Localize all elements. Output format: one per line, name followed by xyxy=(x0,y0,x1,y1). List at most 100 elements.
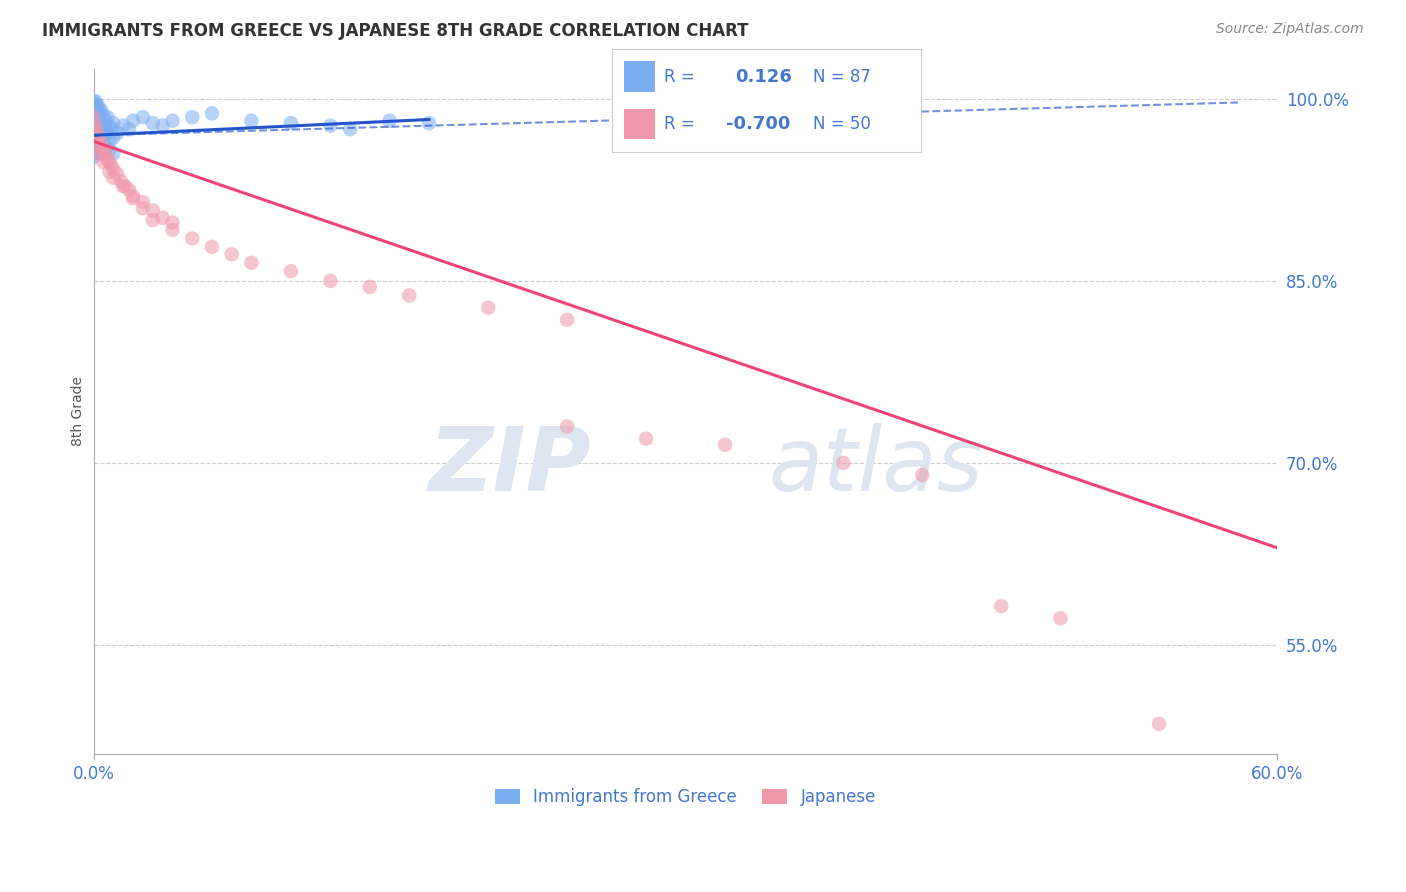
Point xyxy=(89,113,111,128)
Point xyxy=(118,122,141,136)
Point xyxy=(339,122,361,136)
Point xyxy=(110,174,132,188)
Point xyxy=(90,113,112,128)
Point xyxy=(98,143,121,157)
Point xyxy=(86,134,108,148)
Point xyxy=(90,103,112,118)
Point xyxy=(98,134,121,148)
Point xyxy=(714,438,737,452)
Point xyxy=(122,191,145,205)
Point xyxy=(90,138,112,153)
Point xyxy=(89,128,111,143)
Text: R =: R = xyxy=(664,68,695,86)
Point xyxy=(96,110,118,124)
Point xyxy=(319,119,342,133)
Point xyxy=(90,130,112,145)
Point xyxy=(86,140,108,154)
Point xyxy=(84,143,107,157)
Point xyxy=(132,194,155,209)
Point xyxy=(911,468,934,483)
Point xyxy=(86,122,108,136)
Point xyxy=(98,155,121,169)
Point xyxy=(83,143,105,157)
Point xyxy=(96,126,118,140)
Point xyxy=(86,146,108,161)
Point xyxy=(84,138,107,153)
Point xyxy=(240,256,263,270)
Point xyxy=(93,110,115,124)
Point xyxy=(93,119,115,133)
Point xyxy=(84,128,107,143)
Point xyxy=(122,189,145,203)
Point xyxy=(86,103,108,118)
Point xyxy=(83,122,105,136)
Text: ZIP: ZIP xyxy=(427,423,591,509)
Point xyxy=(89,102,111,116)
Point xyxy=(398,288,420,302)
Point xyxy=(93,143,115,157)
Point xyxy=(162,223,184,237)
Text: -0.700: -0.700 xyxy=(725,115,790,133)
Point xyxy=(83,140,105,154)
Point xyxy=(83,110,105,124)
Point xyxy=(98,119,121,133)
Point xyxy=(114,179,136,194)
Point xyxy=(555,312,578,326)
Point xyxy=(84,119,107,133)
Point xyxy=(84,103,107,118)
Point xyxy=(319,274,342,288)
Point xyxy=(89,106,111,120)
Point xyxy=(86,126,108,140)
Point xyxy=(1147,717,1170,731)
Point xyxy=(83,126,105,140)
Point xyxy=(105,167,128,181)
Point xyxy=(84,126,107,140)
Point xyxy=(83,130,105,145)
Point xyxy=(181,110,204,124)
Point xyxy=(105,126,128,140)
Point xyxy=(103,146,125,161)
Point xyxy=(122,113,145,128)
Point xyxy=(86,98,108,112)
Point xyxy=(280,116,302,130)
Point xyxy=(86,116,108,130)
Point xyxy=(100,159,122,173)
Text: Source: ZipAtlas.com: Source: ZipAtlas.com xyxy=(1216,22,1364,37)
Point xyxy=(84,134,107,148)
Point xyxy=(90,122,112,136)
Point xyxy=(162,216,184,230)
Point xyxy=(118,183,141,197)
Point xyxy=(89,134,111,148)
Point xyxy=(83,106,105,120)
Point xyxy=(142,116,165,130)
Point xyxy=(83,102,105,116)
Point xyxy=(94,122,117,136)
Point xyxy=(93,155,115,169)
Text: IMMIGRANTS FROM GREECE VS JAPANESE 8TH GRADE CORRELATION CHART: IMMIGRANTS FROM GREECE VS JAPANESE 8TH G… xyxy=(42,22,748,40)
Point xyxy=(990,599,1012,614)
Point xyxy=(90,146,112,161)
Point xyxy=(86,140,108,154)
Point xyxy=(83,110,105,124)
Point xyxy=(132,201,155,215)
Point xyxy=(84,130,107,145)
Point xyxy=(112,179,135,194)
Text: N = 50: N = 50 xyxy=(813,115,870,133)
Point xyxy=(83,113,105,128)
Point xyxy=(83,98,105,112)
Point xyxy=(94,146,117,161)
Point xyxy=(100,122,122,136)
Point xyxy=(162,113,184,128)
Point xyxy=(477,301,499,315)
Point xyxy=(89,146,111,161)
Point xyxy=(93,128,115,143)
Text: 0.126: 0.126 xyxy=(735,68,792,86)
Point xyxy=(83,138,105,153)
Point xyxy=(132,110,155,124)
Point xyxy=(84,110,107,124)
Point xyxy=(83,122,105,136)
Bar xyxy=(624,62,655,92)
Point xyxy=(98,164,121,178)
Point xyxy=(84,119,107,133)
Point xyxy=(84,95,107,109)
